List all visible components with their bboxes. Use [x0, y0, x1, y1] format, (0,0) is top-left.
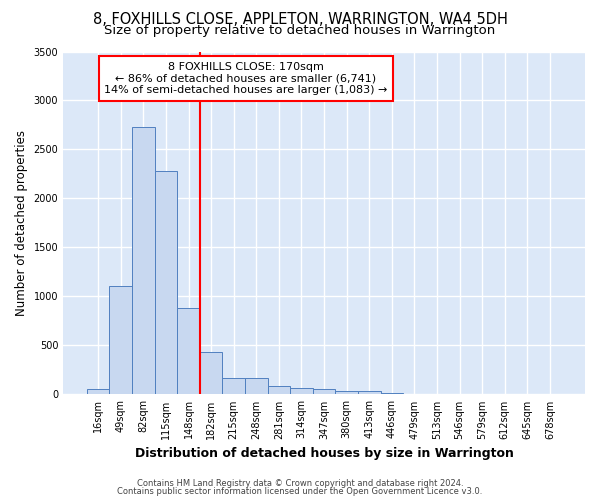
Bar [245, 378, 268, 394]
X-axis label: Distribution of detached houses by size in Warrington: Distribution of detached houses by size … [134, 447, 514, 460]
Bar [223, 378, 245, 394]
Bar [380, 393, 403, 394]
Bar [155, 171, 177, 394]
Text: Size of property relative to detached houses in Warrington: Size of property relative to detached ho… [104, 24, 496, 37]
Bar [358, 392, 380, 394]
Bar [177, 308, 200, 394]
Bar [200, 352, 223, 395]
Text: Contains public sector information licensed under the Open Government Licence v3: Contains public sector information licen… [118, 487, 482, 496]
Bar [132, 127, 155, 394]
Text: 8 FOXHILLS CLOSE: 170sqm
← 86% of detached houses are smaller (6,741)
14% of sem: 8 FOXHILLS CLOSE: 170sqm ← 86% of detach… [104, 62, 388, 95]
Text: Contains HM Land Registry data © Crown copyright and database right 2024.: Contains HM Land Registry data © Crown c… [137, 478, 463, 488]
Bar [313, 389, 335, 394]
Bar [87, 389, 109, 394]
Y-axis label: Number of detached properties: Number of detached properties [15, 130, 28, 316]
Bar [290, 388, 313, 394]
Bar [268, 386, 290, 394]
Text: 8, FOXHILLS CLOSE, APPLETON, WARRINGTON, WA4 5DH: 8, FOXHILLS CLOSE, APPLETON, WARRINGTON,… [92, 12, 508, 28]
Bar [335, 390, 358, 394]
Bar [109, 286, 132, 395]
